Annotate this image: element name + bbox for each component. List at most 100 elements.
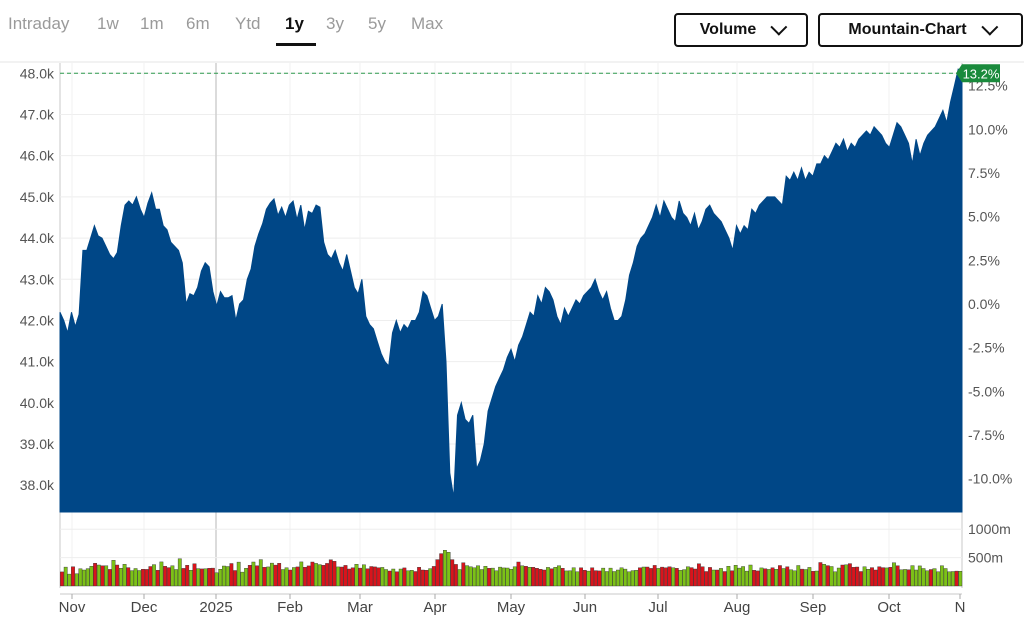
volume-bar xyxy=(686,566,690,587)
volume-bar xyxy=(350,567,355,587)
volume-bar xyxy=(266,566,271,587)
volume-bar xyxy=(674,568,679,587)
volume-bar xyxy=(258,559,263,587)
x-tick-label: Apr xyxy=(423,599,446,616)
volume-bar xyxy=(538,569,543,587)
y-left-tick-label: 46.0k xyxy=(20,148,55,164)
volume-bar xyxy=(479,569,484,587)
volume-bar xyxy=(851,567,856,587)
volume-bar xyxy=(899,569,904,587)
tab-1y[interactable]: 1y xyxy=(285,14,304,33)
volume-bar xyxy=(903,569,907,587)
volume-bar xyxy=(207,568,212,587)
y-right-tick-label: 5.0% xyxy=(968,209,1000,225)
volume-bar xyxy=(575,571,580,587)
volume-bar xyxy=(925,570,930,587)
volume-bar xyxy=(803,569,808,587)
volume-bar xyxy=(958,571,963,587)
volume-bar xyxy=(546,567,550,587)
volume-bar xyxy=(649,568,653,587)
volume-bar xyxy=(406,570,410,587)
volume-bar xyxy=(384,569,388,587)
volume-bar xyxy=(376,567,381,587)
volume-bar xyxy=(398,568,403,587)
tab-max[interactable]: Max xyxy=(411,14,444,33)
volume-dropdown[interactable]: Volume xyxy=(674,13,808,47)
volume-bar xyxy=(921,568,926,587)
tab-3y[interactable]: 3y xyxy=(326,14,344,33)
y-right-tick-label: 7.5% xyxy=(968,165,1000,181)
volume-bar xyxy=(862,566,867,587)
volume-bar xyxy=(292,567,296,587)
tab-1w[interactable]: 1w xyxy=(97,14,119,33)
change-badge-label: 13.2% xyxy=(963,66,1000,81)
volume-bar xyxy=(181,568,186,587)
volume-bar xyxy=(457,569,462,587)
volume-bar xyxy=(781,568,786,587)
y-right-tick-label: -7.5% xyxy=(968,427,1005,443)
volume-bar xyxy=(605,571,609,587)
volume-bar xyxy=(542,569,547,587)
y-right-tick-label: -2.5% xyxy=(968,340,1005,356)
volume-bar xyxy=(914,569,918,587)
volume-bar xyxy=(612,571,617,587)
volume-bar xyxy=(435,559,440,587)
price-area xyxy=(59,68,963,513)
volume-bar xyxy=(881,567,885,587)
volume-bar xyxy=(940,565,944,587)
volume-bar xyxy=(884,567,889,587)
volume-bar xyxy=(321,565,326,587)
tab-ytd[interactable]: Ytd xyxy=(235,14,261,33)
tab-intraday[interactable]: Intraday xyxy=(8,14,70,33)
volume-bar xyxy=(505,567,510,587)
volume-bar xyxy=(339,566,344,587)
volume-bar xyxy=(870,567,874,587)
chart-type-dropdown[interactable]: Mountain-Chart xyxy=(818,13,1023,47)
volume-bar xyxy=(582,570,587,587)
volume-bar xyxy=(531,567,536,587)
volume-bar xyxy=(391,568,396,587)
volume-bar xyxy=(553,567,558,587)
y-right-tick-label: -10.0% xyxy=(968,471,1012,487)
volume-bar xyxy=(122,564,127,587)
volume-bar xyxy=(792,570,797,587)
tab-6m[interactable]: 6m xyxy=(186,14,210,33)
volume-bar xyxy=(185,565,190,587)
volume-bar xyxy=(509,569,514,587)
volume-bar xyxy=(439,553,444,587)
tab-1m[interactable]: 1m xyxy=(140,14,164,33)
tab-5y[interactable]: 5y xyxy=(368,14,386,33)
volume-bar xyxy=(634,570,639,587)
volume-bar xyxy=(630,570,635,587)
volume-bar xyxy=(730,570,734,587)
volume-bar xyxy=(929,569,933,587)
volume-bar xyxy=(332,561,337,587)
volume-bar xyxy=(549,568,554,587)
y-left-tick-label: 47.0k xyxy=(20,106,55,122)
volume-bar xyxy=(593,570,598,587)
volume-bar xyxy=(737,567,742,587)
volume-bar xyxy=(671,567,676,587)
volume-bar xyxy=(855,566,860,587)
volume-bar xyxy=(892,562,896,587)
volume-bar xyxy=(722,571,727,587)
volume-bar xyxy=(590,567,595,587)
volume-bar xyxy=(247,565,252,587)
volume-bar xyxy=(288,569,293,587)
volume-bar xyxy=(476,565,480,587)
volume-bar xyxy=(579,567,583,587)
volume-bar xyxy=(240,571,245,587)
volume-bar xyxy=(608,567,613,587)
volume-bar xyxy=(641,566,646,587)
y-left-tick-label: 44.0k xyxy=(20,230,55,246)
volume-bar xyxy=(354,564,359,587)
change-badge xyxy=(956,64,1000,83)
volume-bar xyxy=(144,569,149,587)
x-tick-label: Aug xyxy=(724,599,751,616)
volume-bar xyxy=(225,566,230,587)
volume-bar xyxy=(163,566,167,587)
volume-bar xyxy=(461,562,466,587)
volume-bar xyxy=(877,566,882,587)
volume-bar xyxy=(409,570,414,587)
